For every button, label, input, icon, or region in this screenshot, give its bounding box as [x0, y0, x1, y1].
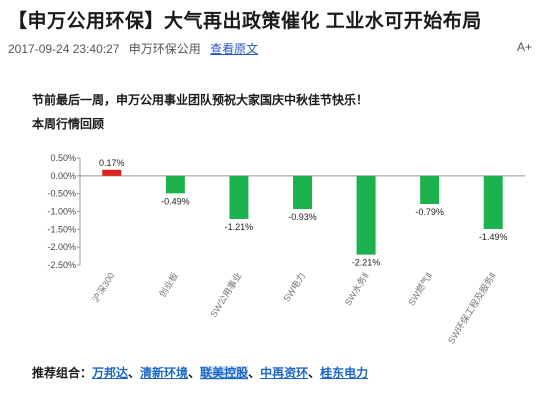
data-label: -1.21%: [225, 222, 254, 232]
bar-6: [483, 175, 503, 229]
category-label: SW电力: [281, 270, 308, 303]
bar-3: [293, 175, 312, 210]
data-label: -0.79%: [415, 207, 444, 217]
bar-1: [165, 175, 185, 194]
bar-4: [356, 175, 376, 255]
y-tick-label: -1.50%: [47, 224, 76, 234]
y-tick-label: -2.00%: [47, 242, 76, 252]
recommend-label: 推荐组合：: [32, 366, 93, 380]
bar-0: [102, 169, 122, 176]
separator: 、: [308, 366, 321, 380]
data-label: 0.17%: [99, 158, 125, 168]
data-label: -1.49%: [479, 232, 508, 242]
category-label: 创业板: [156, 270, 180, 299]
y-tick-label: -1.00%: [47, 207, 76, 217]
y-tick-label: -2.50%: [47, 260, 76, 270]
bar-5: [420, 175, 440, 205]
separator: 、: [248, 366, 261, 380]
article-meta: 2017-09-24 23:40:27 申万环保公用 查看原文 A+: [8, 40, 532, 56]
y-tick-label: -0.50%: [47, 189, 76, 199]
stock-link-4[interactable]: 中再资环: [260, 366, 309, 380]
data-label: -0.93%: [288, 212, 317, 222]
category-label: SW水务Ⅱ: [342, 270, 371, 307]
article-title: 【申万公用环保】大气再出政策催化 工业水可开始布局: [8, 11, 482, 32]
separator: 、: [128, 366, 141, 380]
category-label: 沪深300: [90, 270, 117, 304]
category-label: SW燃气Ⅱ: [405, 270, 434, 307]
publish-date: 2017-09-24 23:40:27: [8, 42, 120, 56]
stock-link-5[interactable]: 桂东电力: [320, 366, 369, 380]
category-label: SW环保工程及服务Ⅱ: [445, 270, 498, 345]
font-size-toggle[interactable]: A+: [516, 40, 532, 54]
weekly-performance-chart: 0.50% 0.00% -0.50% -1.00% -1.50% -2.00% -2.50%…: [47, 153, 525, 346]
category-label: SW公用事业: [208, 270, 244, 319]
stock-link-2[interactable]: 清新环境: [140, 366, 189, 380]
stock-link-3[interactable]: 联美控股: [200, 366, 249, 380]
data-label: -2.21%: [352, 258, 381, 268]
view-original-link[interactable]: 查看原文: [210, 42, 259, 56]
y-tick-label: 0.00%: [50, 171, 76, 181]
section-title: 本周行情回顾: [32, 117, 105, 131]
recommend-portfolio: 推荐组合：万邦达、清新环境、联美控股、中再资环、桂东电力: [32, 364, 368, 381]
holiday-greeting: 节前最后一周，申万公用事业团队预祝大家国庆中秋佳节快乐！: [32, 93, 369, 107]
y-tick-label: 0.50%: [50, 153, 76, 163]
separator: 、: [188, 366, 201, 380]
stock-link-1[interactable]: 万邦达: [92, 366, 129, 380]
bar-2: [229, 175, 249, 219]
source-account[interactable]: 申万环保公用: [128, 42, 201, 56]
data-label: -0.49%: [161, 196, 190, 206]
